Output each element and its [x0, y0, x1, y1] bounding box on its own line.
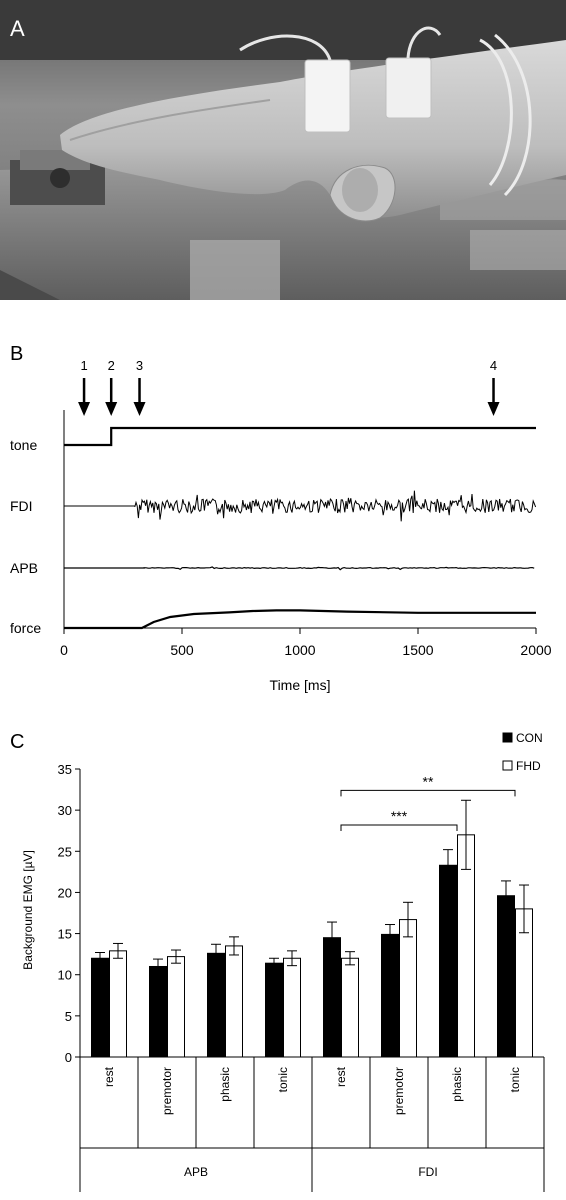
bar-fhd [399, 919, 417, 1058]
category-label: premotor [392, 1067, 406, 1115]
background-emg-bar-chart: C CON FHD Background EMG [µV] 0 5 10 15 20 25… [10, 731, 545, 1192]
panel-label-a: A [10, 16, 25, 41]
bar-fhd [341, 957, 359, 1058]
group-label: FDI [418, 1165, 437, 1179]
bar-con [149, 965, 167, 1058]
bar-con [439, 864, 457, 1058]
significance-bracket [340, 824, 458, 831]
panel-label-b: B [10, 343, 23, 365]
group-label: APB [184, 1165, 208, 1179]
trace-lines [64, 426, 537, 630]
trace-fdi [64, 490, 537, 522]
bar-con [91, 957, 109, 1058]
hand-electrode-photo: A [0, 0, 566, 300]
legend-label-con: CON [516, 731, 543, 745]
y-tick-label: 20 [58, 885, 72, 900]
trace-label-force: force [10, 620, 41, 636]
event-arrow-label: 1 [80, 358, 87, 373]
y-tick-label: 5 [65, 1009, 72, 1024]
y-axis: 0 5 10 15 20 25 30 35 [58, 762, 81, 1065]
x-tick-label: 0 [60, 642, 68, 658]
significance-label: ** [423, 773, 434, 789]
trace-label-tone: tone [10, 437, 37, 453]
trace-tone [64, 426, 536, 447]
trace-label-apb: APB [10, 560, 38, 576]
event-arrow-label: 2 [108, 358, 115, 373]
event-arrow-head [133, 402, 146, 416]
y-tick-label: 30 [58, 803, 72, 818]
bar-fhd [109, 950, 127, 1058]
bar-con [497, 895, 515, 1058]
legend-swatch-con [502, 732, 513, 743]
y-tick-label: 10 [58, 968, 72, 983]
category-label: phasic [450, 1067, 464, 1102]
x-tick-label: 2000 [520, 642, 551, 658]
bar-fhd [167, 956, 185, 1058]
y-tick-label: 15 [58, 927, 72, 942]
event-arrow-label: 4 [490, 358, 497, 373]
legend-swatch-fhd [502, 760, 513, 771]
trace-apb [64, 566, 535, 571]
event-arrow-head [78, 402, 91, 416]
bar-con [207, 952, 225, 1058]
x-axis-title: Time [ms] [270, 677, 331, 693]
y-tick-label: 0 [65, 1050, 72, 1065]
category-label: tonic [508, 1067, 522, 1092]
significance-bracket [340, 789, 516, 797]
bar-con [265, 962, 283, 1058]
event-arrow-head [105, 402, 118, 416]
category-axis: rest premotor phasic tonic rest premotor phasi… [79, 1056, 545, 1192]
event-arrow-head [487, 402, 500, 416]
x-tick-label: 1000 [284, 642, 315, 658]
category-label: rest [102, 1066, 116, 1087]
bar-con [323, 937, 341, 1058]
trace-label-fdi: FDI [10, 498, 33, 514]
x-tick-label: 1500 [402, 642, 433, 658]
category-label: tonic [276, 1067, 290, 1092]
category-label: premotor [160, 1067, 174, 1115]
category-label: phasic [218, 1067, 232, 1102]
event-arrow-label: 3 [136, 358, 143, 373]
x-axis-ticks: 0 500 1000 1500 2000 [60, 628, 552, 658]
panel-label-c: C [10, 731, 24, 753]
bar-fhd [225, 945, 243, 1058]
event-arrows: 1 2 3 4 [78, 358, 500, 416]
trace-force [64, 609, 536, 630]
legend-label-fhd: FHD [516, 759, 541, 773]
y-axis-title: Background EMG [µV] [21, 850, 35, 970]
significance-brackets: ***** [340, 773, 516, 831]
bar-con [381, 933, 399, 1058]
significance-label: *** [391, 808, 408, 824]
trace-labels: tone FDI APB force [10, 437, 41, 636]
bar-fhd [283, 957, 301, 1058]
category-label: rest [334, 1066, 348, 1087]
y-tick-label: 25 [58, 844, 72, 859]
legend: CON FHD [502, 731, 543, 773]
y-tick-label: 35 [58, 762, 72, 777]
x-tick-label: 500 [170, 642, 194, 658]
bars [91, 799, 533, 1058]
